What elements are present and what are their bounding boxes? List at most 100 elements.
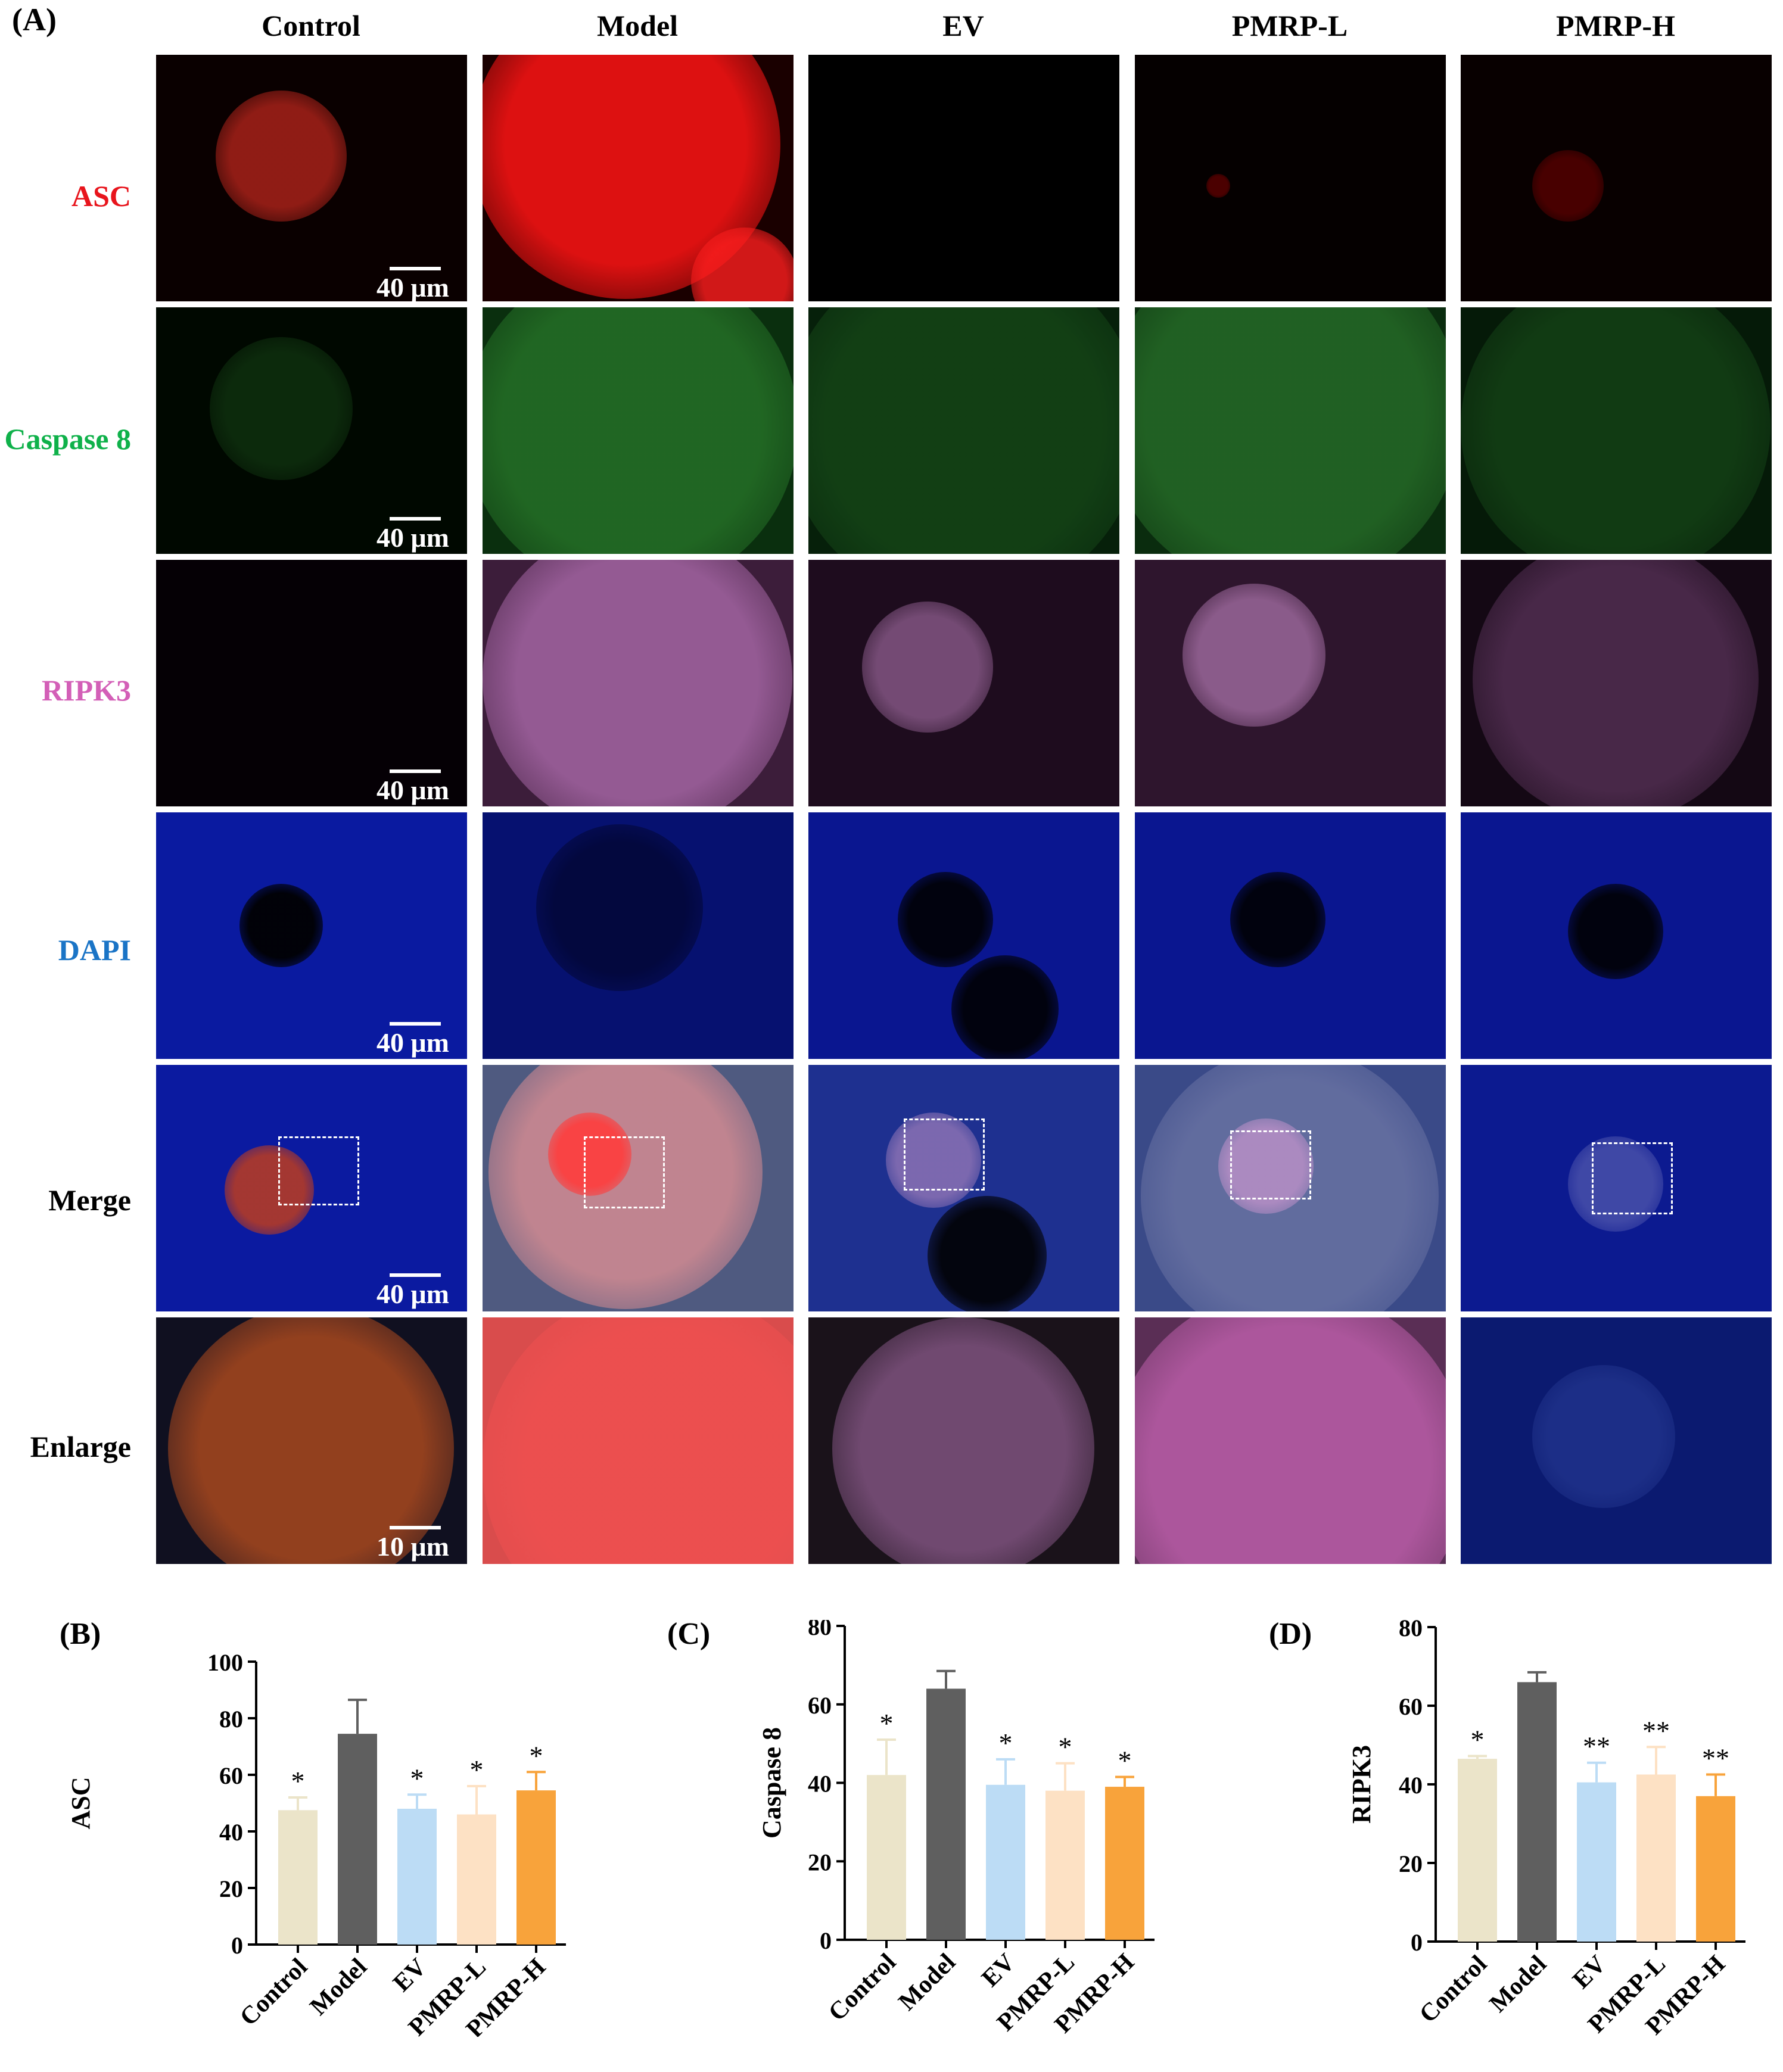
significance-marker: * [880, 1708, 894, 1738]
significance-marker: ** [1583, 1731, 1610, 1762]
row-label-merge: Merge [48, 1183, 131, 1217]
enlarge-region-box [904, 1118, 985, 1191]
image-caspase8-ev [808, 307, 1119, 554]
significance-marker: ** [1702, 1743, 1729, 1774]
row-label-caspase8: Caspase 8 [4, 422, 131, 456]
y-tick-label: 100 [207, 1649, 243, 1676]
bar-pmrp-l [1636, 1774, 1676, 1942]
x-tick-label: EV [976, 1949, 1020, 1993]
significance-marker: * [530, 1740, 543, 1771]
panel-a-label: (A) [12, 2, 57, 38]
scale-bar-caspase8: 40 μm [376, 517, 449, 553]
y-tick-label: 0 [231, 1932, 243, 1959]
image-enlarge-pmrp-l [1135, 1317, 1446, 1564]
image-asc-control [156, 55, 467, 301]
column-header-control: Control [262, 9, 360, 42]
y-tick-label: 80 [219, 1706, 243, 1733]
y-tick-label: 60 [1399, 1693, 1423, 1720]
significance-marker: ** [1642, 1715, 1670, 1746]
significance-marker: * [410, 1763, 424, 1793]
bar-control [867, 1775, 906, 1940]
significance-marker: * [291, 1766, 305, 1796]
column-header-pmrp-l: PMRP-L [1231, 9, 1348, 42]
image-dapi-model [483, 812, 794, 1059]
y-tick-label: 80 [1399, 1620, 1423, 1641]
x-tick-label: EV [1567, 1951, 1611, 1995]
x-tick-label: Control [1414, 1951, 1492, 2029]
x-tick-label: Model [305, 1953, 372, 2021]
image-ripk3-model [483, 560, 794, 806]
y-tick-label: 40 [1399, 1772, 1423, 1799]
image-enlarge-model [483, 1317, 794, 1564]
x-tick-label: EV [388, 1953, 432, 1998]
y-tick-label: 40 [219, 1819, 243, 1846]
image-ripk3-pmrp-h [1461, 560, 1772, 806]
image-dapi-control [156, 812, 467, 1059]
image-asc-ev [808, 55, 1119, 301]
y-axis-label: Caspase 8 [757, 1727, 786, 1839]
bar-ev [397, 1809, 437, 1945]
image-merge-pmrp-h [1461, 1065, 1772, 1311]
x-tick-label: Model [894, 1949, 961, 2016]
bar-pmrp-l [1045, 1790, 1085, 1940]
scale-bar-enlarge: 10 μm [376, 1526, 449, 1562]
significance-marker: * [1118, 1746, 1132, 1776]
image-caspase8-pmrp-l [1135, 307, 1446, 554]
y-tick-label: 60 [808, 1692, 832, 1719]
image-asc-pmrp-h [1461, 55, 1772, 301]
bar-model [926, 1688, 966, 1940]
image-enlarge-ev [808, 1317, 1119, 1564]
bar-pmrp-h [516, 1790, 556, 1945]
bar-model [1517, 1682, 1557, 1942]
significance-marker: * [1059, 1732, 1072, 1762]
image-caspase8-pmrp-h [1461, 307, 1772, 554]
enlarge-region-box [1592, 1142, 1673, 1214]
bar-pmrp-h [1696, 1796, 1735, 1942]
chart-panel-label: (D) [1269, 1620, 1312, 1651]
image-dapi-ev [808, 812, 1119, 1059]
image-asc-pmrp-l [1135, 55, 1446, 301]
image-dapi-pmrp-h [1461, 812, 1772, 1059]
y-tick-label: 20 [1399, 1850, 1423, 1877]
y-tick-label: 20 [808, 1849, 832, 1875]
bar-pmrp-l [457, 1814, 496, 1945]
enlarge-region-box [1230, 1130, 1311, 1199]
image-ripk3-ev [808, 560, 1119, 806]
y-axis-label: ASC [66, 1777, 95, 1829]
image-ripk3-control [156, 560, 467, 806]
enlarge-region-box [584, 1136, 665, 1208]
bar-control [278, 1810, 318, 1945]
scale-bar-dapi: 40 μm [376, 1022, 449, 1058]
scale-bar-asc: 40 μm [376, 267, 449, 303]
scale-bar-ripk3: 40 μm [376, 769, 449, 806]
chart-panel-label: (B) [60, 1620, 101, 1651]
x-tick-label: Control [235, 1953, 313, 2032]
y-tick-label: 0 [1411, 1929, 1423, 1956]
image-enlarge-pmrp-h [1461, 1317, 1772, 1564]
bar-ev [986, 1784, 1025, 1940]
image-asc-model [483, 55, 794, 301]
x-tick-label: Control [823, 1949, 901, 2027]
y-tick-label: 40 [808, 1771, 832, 1797]
chart-panel-label: (C) [667, 1620, 710, 1651]
y-tick-label: 0 [820, 1927, 832, 1954]
column-header-ev: EV [942, 9, 984, 42]
row-label-ripk3: RIPK3 [42, 674, 131, 707]
row-label-dapi: DAPI [58, 933, 131, 967]
bar-ev [1577, 1782, 1616, 1942]
image-ripk3-pmrp-l [1135, 560, 1446, 806]
row-label-enlarge: Enlarge [30, 1430, 131, 1463]
y-tick-label: 60 [219, 1762, 243, 1789]
image-merge-ev [808, 1065, 1119, 1311]
significance-marker: * [999, 1728, 1013, 1758]
y-tick-label: 20 [219, 1875, 243, 1902]
significance-marker: * [470, 1755, 484, 1785]
image-enlarge-control [156, 1317, 467, 1564]
significance-marker: * [1471, 1724, 1485, 1755]
image-caspase8-control [156, 307, 467, 554]
image-merge-pmrp-l [1135, 1065, 1446, 1311]
bar-control [1458, 1759, 1497, 1942]
enlarge-region-box [278, 1136, 359, 1205]
image-merge-control [156, 1065, 467, 1311]
